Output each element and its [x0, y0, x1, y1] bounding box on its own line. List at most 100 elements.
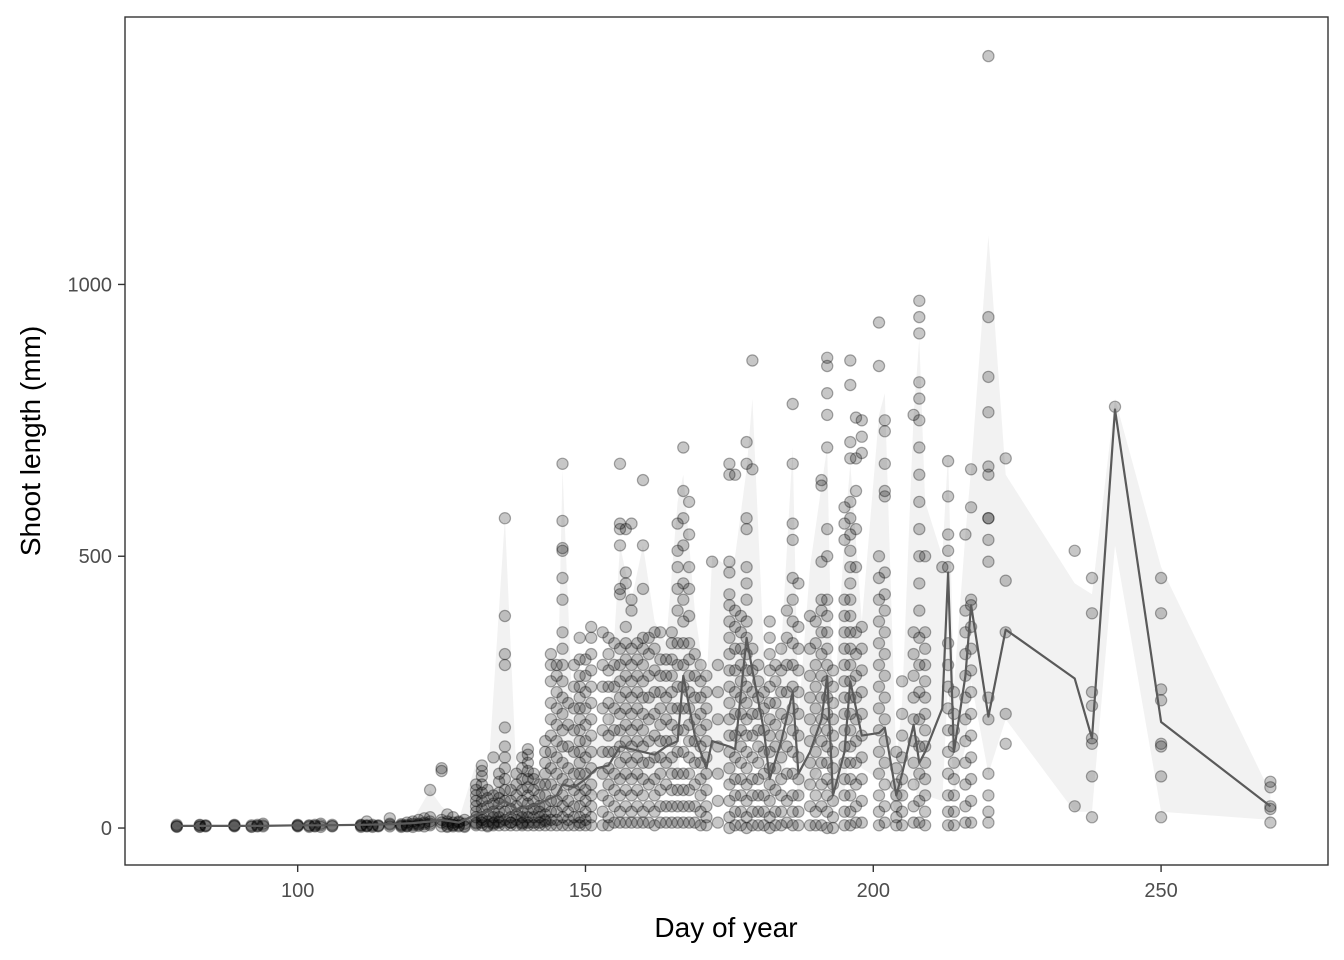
data-point [648, 626, 661, 639]
data-point [890, 745, 903, 759]
data-point [913, 685, 926, 699]
data-point [608, 816, 621, 829]
data-point [786, 457, 799, 470]
data-point [913, 816, 926, 829]
data-point [855, 816, 869, 829]
data-point [648, 772, 661, 786]
data-point [682, 783, 696, 797]
data-point [602, 696, 615, 710]
data-point [573, 724, 586, 737]
data-point [941, 767, 955, 780]
data-point [786, 615, 799, 628]
data-point [838, 609, 851, 623]
data-point [579, 702, 592, 715]
data-point [619, 620, 633, 634]
data-point [941, 560, 955, 574]
data-point [855, 751, 869, 764]
data-point [469, 794, 483, 808]
data-point [579, 819, 592, 832]
data-point [913, 631, 926, 645]
data-point [567, 658, 581, 672]
data-point [642, 800, 656, 813]
data-point [705, 555, 719, 568]
data-point [740, 729, 753, 742]
data-point [562, 718, 575, 732]
data-point [671, 816, 684, 829]
data-point [947, 805, 961, 818]
data-point [895, 707, 909, 721]
data-point [872, 550, 886, 563]
data-point [723, 599, 736, 612]
data-point [700, 819, 713, 832]
data-point [959, 528, 972, 541]
data-point [544, 647, 558, 661]
data-point [821, 642, 834, 655]
data-point [964, 593, 978, 606]
data-point [838, 819, 851, 832]
data-point [821, 626, 834, 639]
data-point [677, 783, 690, 797]
data-point [602, 680, 615, 693]
data-point [844, 593, 857, 606]
data-point [809, 615, 822, 628]
data-point [631, 685, 644, 699]
data-point [763, 821, 776, 835]
data-point [682, 800, 696, 813]
data-point [918, 550, 932, 563]
data-point [803, 642, 817, 655]
data-point [677, 539, 690, 552]
data-point [964, 772, 978, 786]
data-point [728, 819, 742, 832]
data-point [544, 762, 558, 775]
data-point [826, 745, 840, 759]
data-point [654, 685, 667, 699]
data-point [492, 767, 506, 780]
data-point [700, 811, 713, 824]
data-point [878, 778, 892, 791]
data-point [498, 512, 512, 525]
data-point [533, 778, 546, 791]
data-point [913, 468, 926, 481]
data-point [631, 734, 644, 748]
data-point [838, 805, 851, 818]
data-point [469, 789, 483, 802]
data-point [815, 647, 828, 661]
data-point [521, 743, 535, 756]
data-point [740, 512, 753, 525]
data-point [550, 685, 563, 699]
data-point [642, 691, 656, 704]
data-point [821, 408, 834, 422]
data-point [947, 685, 961, 699]
data-point [504, 811, 517, 824]
data-point [642, 734, 656, 748]
data-point [636, 691, 650, 704]
data-point [878, 604, 892, 617]
data-point [775, 819, 788, 832]
data-point [982, 512, 995, 525]
data-point [711, 816, 725, 829]
data-point [728, 468, 742, 481]
data-point [809, 702, 822, 715]
data-point [326, 820, 339, 833]
data-point [786, 593, 799, 606]
data-point [918, 691, 932, 704]
data-point [1154, 811, 1168, 824]
x-tick-label: 200 [857, 880, 890, 902]
data-point [613, 457, 627, 470]
data-point [585, 620, 598, 634]
data-point [918, 642, 932, 655]
x-axis: 100 150 200 250 [281, 865, 1178, 902]
data-point [844, 577, 857, 590]
data-point [821, 441, 834, 454]
data-point [527, 819, 540, 832]
data-point [723, 555, 736, 568]
data-point [533, 819, 546, 832]
data-point [907, 800, 920, 813]
data-point [654, 816, 667, 829]
data-point [1085, 699, 1099, 712]
data-point [613, 517, 627, 530]
data-point [803, 669, 817, 683]
data-point [567, 724, 581, 737]
data-point [585, 745, 598, 759]
data-point [723, 680, 736, 693]
